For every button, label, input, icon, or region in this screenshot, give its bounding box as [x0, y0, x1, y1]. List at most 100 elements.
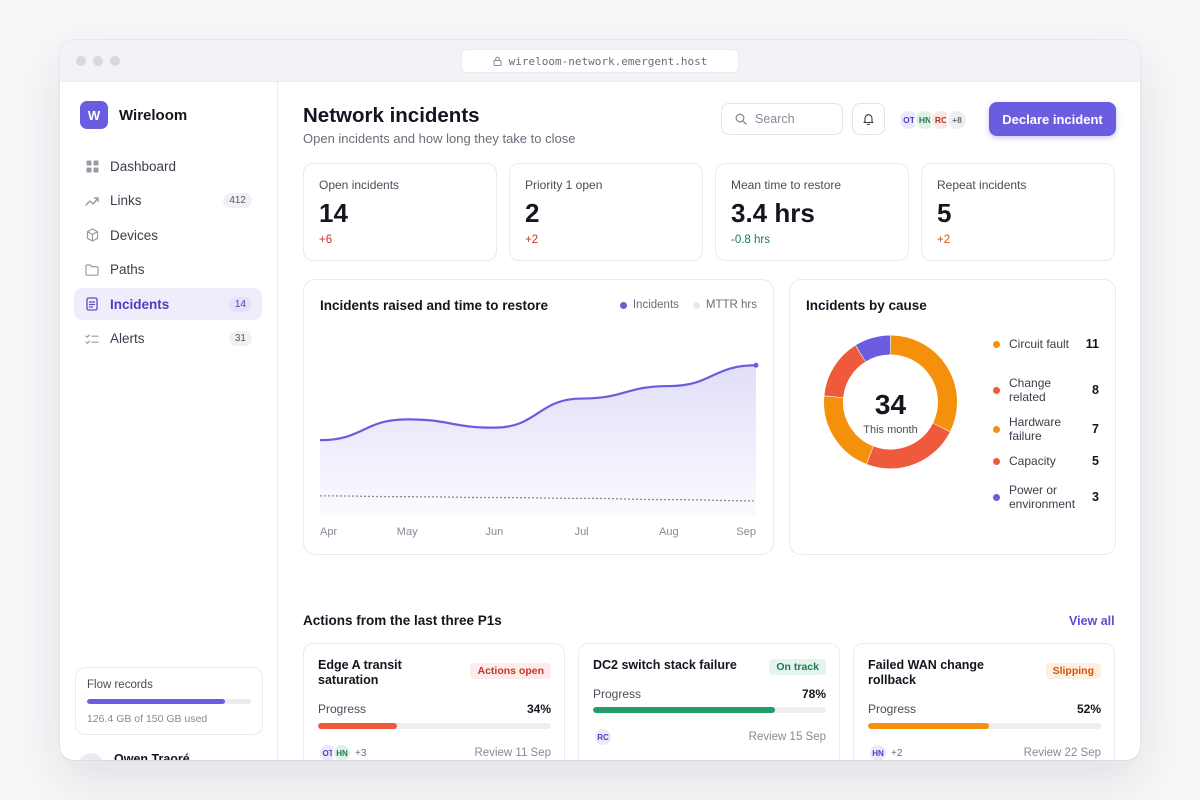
notifications-button[interactable]: [852, 103, 885, 135]
trend-chart: Apr May Jun Jul Aug Sep: [319, 362, 759, 538]
cause-legend-item[interactable]: Change related 8: [993, 376, 1099, 404]
sidebar-nav: Dashboard Links 412 Devices Paths Incide…: [74, 150, 262, 357]
sidebar-item-label: Dashboard: [110, 158, 177, 174]
avatar: HN: [868, 743, 888, 760]
progress-bar: [593, 707, 826, 713]
kpi-label: Priority 1 open: [525, 178, 603, 192]
sidebar-item-paths[interactable]: Paths: [74, 254, 262, 286]
progress-bar: [868, 723, 1101, 729]
user-profile[interactable]: OT Owen Traoré Network Operations Lead: [78, 752, 239, 760]
cause-value: 11: [1085, 337, 1099, 351]
grid-icon: [85, 159, 99, 173]
review-date: Review 15 Sep: [748, 731, 826, 743]
page-title: Network incidents: [303, 104, 480, 127]
declare-incident-button[interactable]: Declare incident: [989, 102, 1116, 136]
sidebar-item-incidents[interactable]: Incidents 14: [74, 288, 262, 320]
donut-slice[interactable]: [824, 345, 866, 398]
cause-donut-chart: [824, 335, 957, 469]
kpi-label: Open incidents: [319, 178, 400, 192]
storage-progress-bar: [87, 699, 251, 704]
assignee-avatars[interactable]: HN +2: [868, 743, 902, 760]
cause-legend-item[interactable]: Circuit fault 11: [993, 337, 1099, 351]
browser-titlebar: wireloom-network.emergent.host: [60, 40, 1140, 82]
window-minimize-dot[interactable]: [93, 56, 103, 66]
status-badge: Slipping: [1045, 663, 1101, 679]
donut-center: 34 This month: [823, 389, 958, 436]
search-input[interactable]: Search: [721, 103, 843, 135]
cause-legend-item[interactable]: Capacity 5: [993, 454, 1099, 468]
kpi-card-mttr[interactable]: Mean time to restore 3.4 hrs -0.8 hrs: [715, 163, 909, 261]
storage-usage-text: 126.4 GB of 150 GB used: [87, 713, 208, 725]
review-date: Review 11 Sep: [474, 747, 552, 759]
donut-slice[interactable]: [824, 396, 874, 464]
storage-card: Flow records 126.4 GB of 150 GB used: [75, 667, 263, 735]
kpi-card-priority-1[interactable]: Priority 1 open 2 +2: [509, 163, 703, 261]
cause-value: 3: [1092, 490, 1099, 504]
avatar: OT: [78, 753, 104, 760]
user-name: Owen Traoré: [114, 752, 190, 760]
incidents-line: [319, 364, 757, 442]
cause-value: 8: [1092, 383, 1099, 397]
cause-legend-item[interactable]: Hardware failure 7: [993, 415, 1099, 443]
chart-title: Incidents raised and time to restore: [320, 298, 549, 313]
brand[interactable]: W Wireloom: [80, 101, 187, 129]
action-title: DC2 switch stack failure: [593, 658, 737, 672]
kpi-delta: +2: [525, 234, 539, 246]
sidebar: W Wireloom Dashboard Links 412 Devices P…: [60, 82, 278, 760]
sidebar-item-devices[interactable]: Devices: [74, 219, 262, 251]
cause-legend-item[interactable]: Power or environment 3: [993, 483, 1099, 511]
donut-slice[interactable]: [890, 335, 957, 432]
action-card-edge-a[interactable]: Edge A transit saturation Actions open P…: [303, 643, 565, 760]
sidebar-item-links[interactable]: Links 412: [74, 185, 262, 217]
avatar-more: +8: [946, 109, 968, 131]
view-all-link[interactable]: View all: [1069, 614, 1115, 628]
legend-label: MTTR hrs: [705, 299, 757, 311]
sidebar-item-alerts[interactable]: Alerts 31: [74, 323, 262, 355]
window-close-dot[interactable]: [76, 56, 86, 66]
legend-item-mttr[interactable]: MTTR hrs: [692, 299, 757, 311]
x-tick-label: Jul: [575, 526, 589, 538]
document-icon: [85, 297, 99, 311]
assignee-avatars[interactable]: RC: [593, 727, 613, 747]
mttr-line: [319, 495, 757, 502]
x-tick-label: Jun: [486, 526, 504, 538]
kpi-label: Mean time to restore: [731, 178, 842, 192]
cause-value: 5: [1092, 454, 1099, 468]
status-badge: On track: [769, 659, 826, 675]
cause-label: Circuit fault: [1009, 337, 1070, 351]
search-icon: [735, 113, 747, 125]
action-card-dc2[interactable]: DC2 switch stack failure On track Progre…: [578, 643, 840, 760]
url-text: wireloom-network.emergent.host: [508, 54, 708, 68]
cause-label: Hardware failure: [1009, 415, 1062, 443]
progress-value: 34%: [526, 702, 551, 716]
kpi-delta: +6: [319, 234, 333, 246]
status-badge: Actions open: [470, 663, 551, 679]
donut-slice[interactable]: [866, 423, 950, 469]
action-card-wan[interactable]: Failed WAN change rollback Slipping Prog…: [853, 643, 1115, 760]
legend-dot: [993, 340, 1000, 348]
progress-value: 78%: [801, 687, 826, 701]
cube-icon: [85, 228, 99, 242]
address-bar[interactable]: wireloom-network.emergent.host: [461, 49, 739, 73]
incidents-point[interactable]: [753, 362, 759, 368]
trend-chart-card: Incidents raised and time to restore Inc…: [303, 279, 774, 555]
progress-value: 52%: [1076, 702, 1101, 716]
folder-icon: [85, 263, 99, 277]
trend-icon: [85, 194, 99, 208]
progress-fill: [318, 723, 398, 729]
kpi-card-repeat-incidents[interactable]: Repeat incidents 5 +2: [921, 163, 1115, 261]
assignee-avatars[interactable]: OT HN +3: [318, 743, 366, 760]
avatar-more: +3: [355, 747, 367, 759]
bell-icon: [863, 114, 874, 125]
team-avatars[interactable]: OT HN RC +8: [898, 109, 968, 131]
kpi-card-open-incidents[interactable]: Open incidents 14 +6: [303, 163, 497, 261]
kpi-value: 3.4 hrs: [731, 198, 815, 228]
sidebar-item-dashboard[interactable]: Dashboard: [74, 150, 262, 182]
page-subtitle: Open incidents and how long they take to…: [303, 131, 576, 146]
progress-label: Progress: [318, 702, 367, 716]
legend-item-incidents[interactable]: Incidents: [619, 299, 679, 311]
donut-slice[interactable]: [855, 335, 891, 362]
x-tick-label: May: [397, 526, 418, 538]
window-zoom-dot[interactable]: [110, 56, 120, 66]
avatar: HN: [332, 743, 352, 760]
